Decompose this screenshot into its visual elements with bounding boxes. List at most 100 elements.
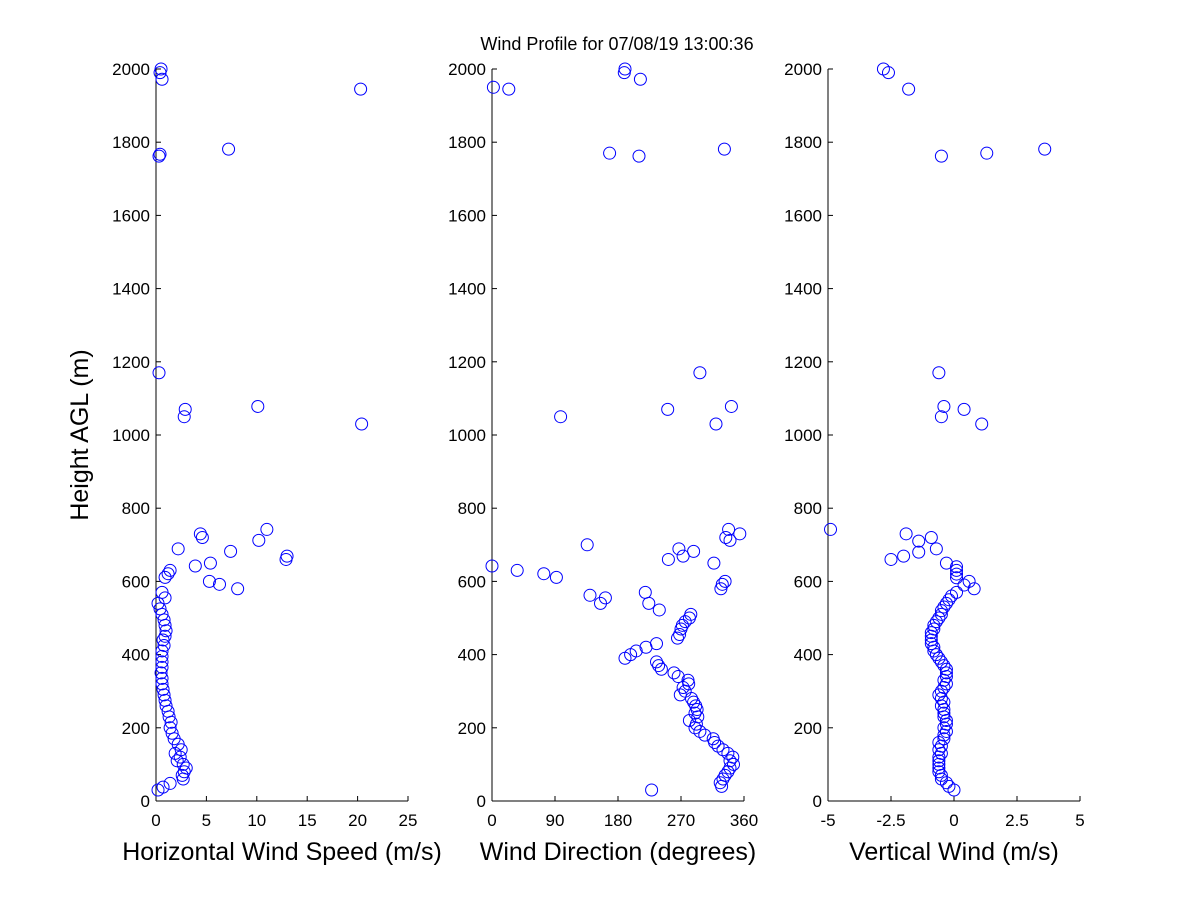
direction-data-point [722, 522, 736, 536]
direction-data-point [698, 728, 712, 742]
speed-x-tick-label: 15 [298, 811, 317, 830]
speed-data-point [231, 582, 245, 596]
speed-data-point [188, 559, 202, 573]
speed-data-point [163, 563, 177, 577]
direction-x-axis-label: Wind Direction (degrees) [480, 838, 757, 866]
speed-data-point [260, 522, 274, 536]
direction-data-point [510, 563, 524, 577]
direction-data-point [719, 530, 733, 544]
vertical-data-point [932, 750, 946, 764]
vertical-data-point [932, 754, 946, 768]
direction-data-point [639, 640, 653, 654]
vertical-data-point [912, 545, 926, 559]
vertical-y-tick-label: 1200 [784, 353, 822, 372]
speed-y-tick-label: 600 [122, 572, 150, 591]
direction-data-point [671, 631, 684, 645]
speed-data-point [155, 671, 169, 685]
speed-data-point [157, 688, 171, 702]
vertical-data-point [950, 560, 964, 574]
vertical-x-axis-label: Vertical Wind (m/s) [849, 838, 1059, 866]
speed-data-point [153, 147, 167, 161]
speed-data-point [156, 633, 170, 647]
direction-data-point [603, 146, 617, 160]
direction-data-point [687, 544, 701, 558]
vertical-y-tick-label: 1400 [784, 280, 822, 299]
direction-data-point [715, 779, 729, 793]
direction-data-point [676, 549, 690, 563]
vertical-y-tick-label: 1000 [784, 426, 822, 445]
speed-data-point [158, 570, 172, 584]
vertical-x-tick-label: 0 [949, 811, 958, 830]
vertical-data-point [929, 615, 943, 629]
vertical-data-point [932, 651, 946, 665]
direction-data-point [723, 754, 737, 768]
speed-data-point [157, 613, 171, 627]
speed-data-point [157, 638, 171, 652]
direction-data-point [650, 655, 663, 669]
direction-data-point [486, 80, 500, 94]
speed-data-point [161, 567, 175, 581]
direction-data-point [633, 72, 647, 86]
direction-data-point [723, 761, 737, 775]
direction-data-point [618, 651, 632, 665]
speed-y-tick-label: 0 [141, 792, 150, 811]
vertical-data-point [924, 626, 938, 640]
direction-data-point [693, 366, 707, 380]
direction-x-tick-label: 0 [487, 811, 496, 830]
direction-data-point [661, 552, 675, 566]
speed-data-point [152, 366, 166, 380]
vertical-data-point [897, 549, 911, 563]
vertical-data-point [902, 82, 916, 96]
speed-data-point [151, 783, 165, 797]
direction-data-point [667, 666, 681, 680]
vertical-data-point [934, 768, 948, 782]
speed-data-point [195, 530, 209, 544]
speed-data-point [251, 399, 265, 413]
direction-data-point [733, 527, 747, 541]
speed-data-point [177, 765, 191, 779]
speed-data-point [153, 66, 167, 80]
speed-data-point [155, 72, 169, 86]
speed-data-point [159, 624, 173, 638]
speed-y-tick-label: 1600 [112, 206, 150, 225]
panel-speed: 0 200 400 600 800 1000 1200 1400 1600 1800 2000 0 5 1… [112, 60, 442, 866]
vertical-data-point [950, 563, 964, 577]
vertical-data-point [934, 607, 948, 621]
direction-y-tick-label: 1600 [448, 206, 486, 225]
vertical-data-point [884, 552, 898, 566]
vertical-data-point [939, 596, 953, 610]
vertical-data-point [929, 648, 943, 662]
speed-data-point [163, 776, 177, 790]
speed-data-point [177, 410, 191, 424]
vertical-data-point [924, 637, 938, 651]
speed-x-tick-label: 10 [247, 811, 266, 830]
speed-data-point [158, 618, 172, 632]
direction-data-point [645, 783, 659, 797]
vertical-data-point [824, 522, 838, 536]
direction-y-tick-label: 0 [477, 792, 486, 811]
direction-data-point [685, 692, 698, 706]
vertical-x-tick-label: -2.5 [876, 811, 905, 830]
speed-y-tick-label: 800 [122, 499, 150, 518]
panel-direction: 0 200 400 600 800 1000 1200 1400 1600 1800 2000 0 90… [448, 60, 758, 866]
vertical-data-point [932, 743, 946, 757]
vertical-data-point [950, 571, 964, 585]
direction-data-point [687, 695, 701, 709]
vertical-data-point [937, 710, 951, 724]
direction-x-tick-label: 360 [730, 811, 758, 830]
direction-data-point [673, 627, 687, 641]
speed-data-point [202, 574, 216, 588]
direction-data-point [723, 533, 737, 547]
panel-vertical: 0 200 400 600 800 1000 1200 1400 1600 1800 2000 -5 -… [784, 60, 1085, 866]
direction-data-point [549, 570, 563, 584]
vertical-data-point [881, 66, 895, 80]
vertical-data-point [937, 399, 951, 413]
speed-y-tick-label: 2000 [112, 60, 150, 79]
y-axis-label: Height AGL (m) [66, 349, 94, 520]
speed-data-point [173, 750, 187, 764]
speed-data-point [156, 682, 170, 696]
speed-y-tick-label: 400 [122, 646, 150, 665]
vertical-data-point [934, 149, 948, 163]
vertical-data-point [975, 417, 989, 431]
direction-y-tick-label: 200 [458, 719, 486, 738]
